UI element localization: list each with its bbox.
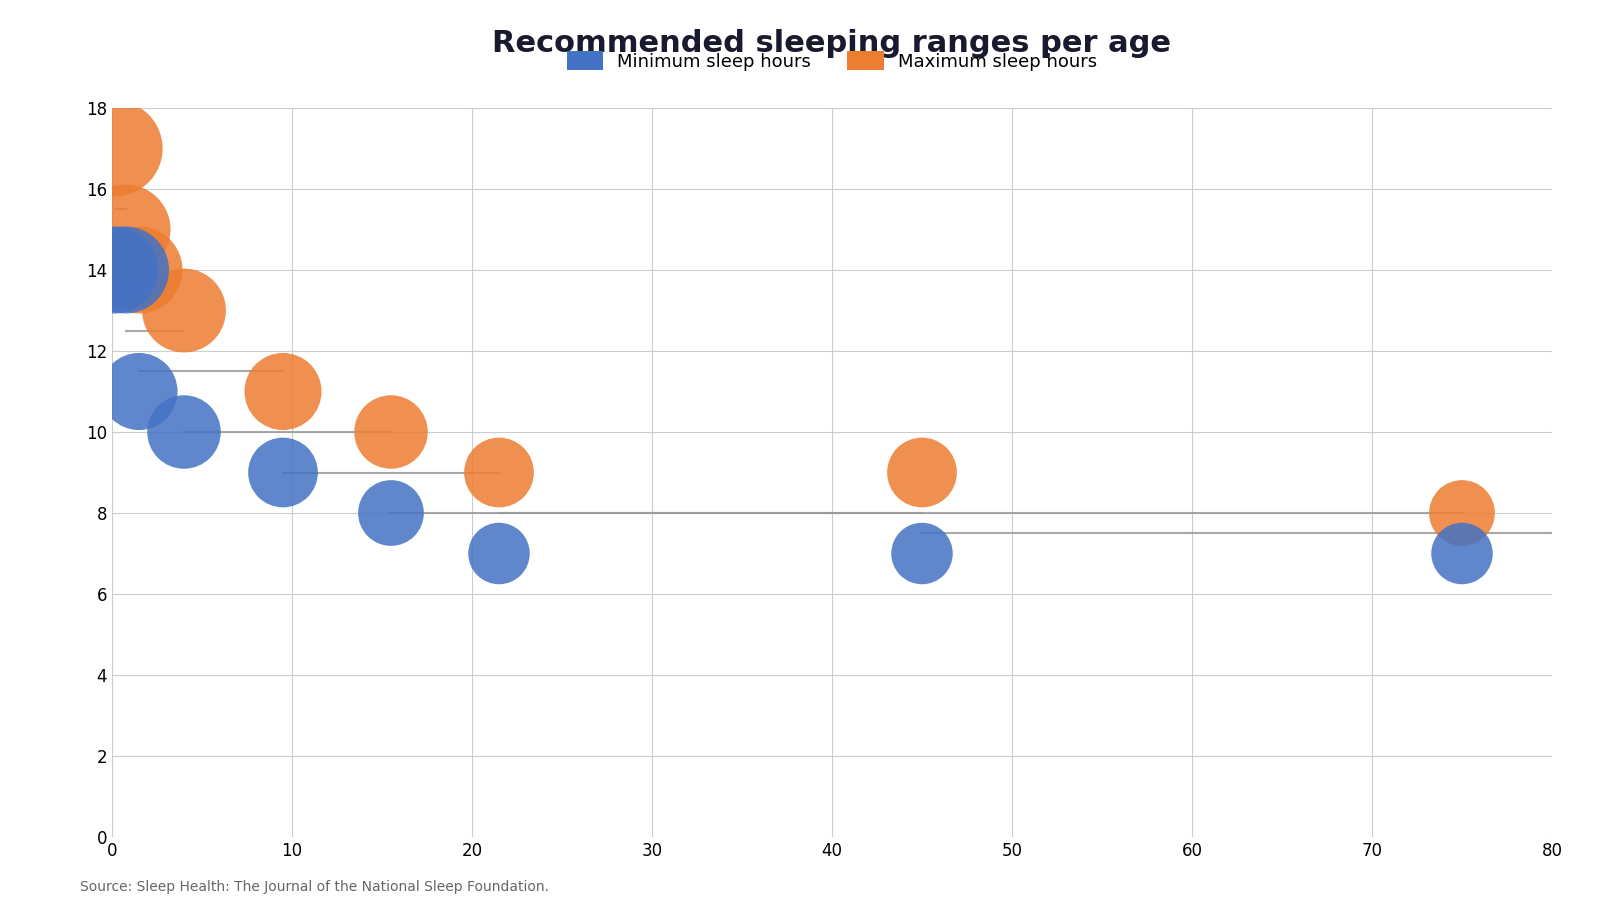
Point: [909, 546, 934, 561]
Title: Recommended sleeping ranges per age: Recommended sleeping ranges per age: [493, 30, 1171, 58]
Text: Source: Sleep Health: The Journal of the National Sleep Foundation.: Source: Sleep Health: The Journal of the…: [80, 880, 549, 894]
Point: [126, 263, 152, 277]
Point: [270, 384, 296, 399]
Point: [378, 425, 403, 439]
Point: [378, 506, 403, 520]
Point: [102, 141, 128, 156]
Point: [126, 384, 152, 399]
Legend: Minimum sleep hours, Maximum sleep hours: Minimum sleep hours, Maximum sleep hours: [560, 44, 1104, 78]
Point: [171, 303, 197, 318]
Point: [1450, 506, 1475, 520]
Point: [171, 425, 197, 439]
Point: [112, 263, 138, 277]
Point: [1450, 546, 1475, 561]
Point: [909, 465, 934, 480]
Point: [270, 465, 296, 480]
Point: [486, 546, 512, 561]
Point: [486, 465, 512, 480]
Point: [112, 222, 138, 237]
Point: [102, 263, 128, 277]
